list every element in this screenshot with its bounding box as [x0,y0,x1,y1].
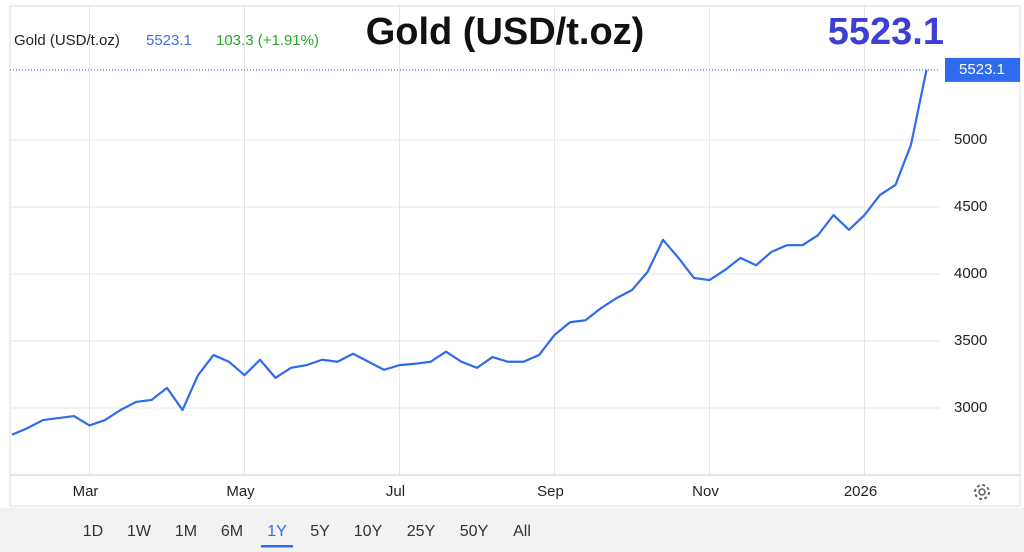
big-price: 5523.1 [828,11,944,53]
y-tick-label: 3500 [954,332,987,349]
x-tick-label: 2026 [844,483,877,500]
range-button[interactable]: All [513,523,531,540]
range-button[interactable]: 1M [175,523,197,540]
range-button[interactable]: 5Y [310,523,330,540]
x-tick-label: May [226,483,255,500]
price-box [945,57,1020,82]
range-button[interactable]: 10Y [354,523,383,540]
range-button[interactable]: 1D [83,523,103,540]
range-button[interactable]: 25Y [407,523,436,540]
plot-area [10,6,940,475]
y-tick-label: 5000 [954,131,987,148]
y-tick-label: 4500 [954,198,987,215]
y-tick-label: 4000 [954,265,987,282]
x-tick-label: Nov [692,483,719,500]
price-box-label: 5523.1 [959,61,1005,78]
range-button[interactable]: 6M [221,523,243,540]
change: 103.3 (+1.91%) [216,32,319,49]
range-button[interactable]: 50Y [460,523,489,540]
range-button[interactable]: 1Y [267,523,287,540]
active-underline [261,545,293,548]
x-tick-label: Jul [386,483,405,500]
x-tick-label: Mar [73,483,99,500]
chart-title: Gold (USD/t.oz) [366,11,645,53]
price-line [11,69,928,436]
frame [9,5,1021,507]
range-button[interactable]: 1W [127,523,152,540]
range-bar [0,508,1024,552]
header-price: 5523.1 [146,32,192,49]
y-tick-label: 3000 [954,399,987,416]
settings-icon[interactable] [974,484,990,500]
symbol: Gold (USD/t.oz) [14,32,120,49]
x-tick-label: Sep [537,483,564,500]
